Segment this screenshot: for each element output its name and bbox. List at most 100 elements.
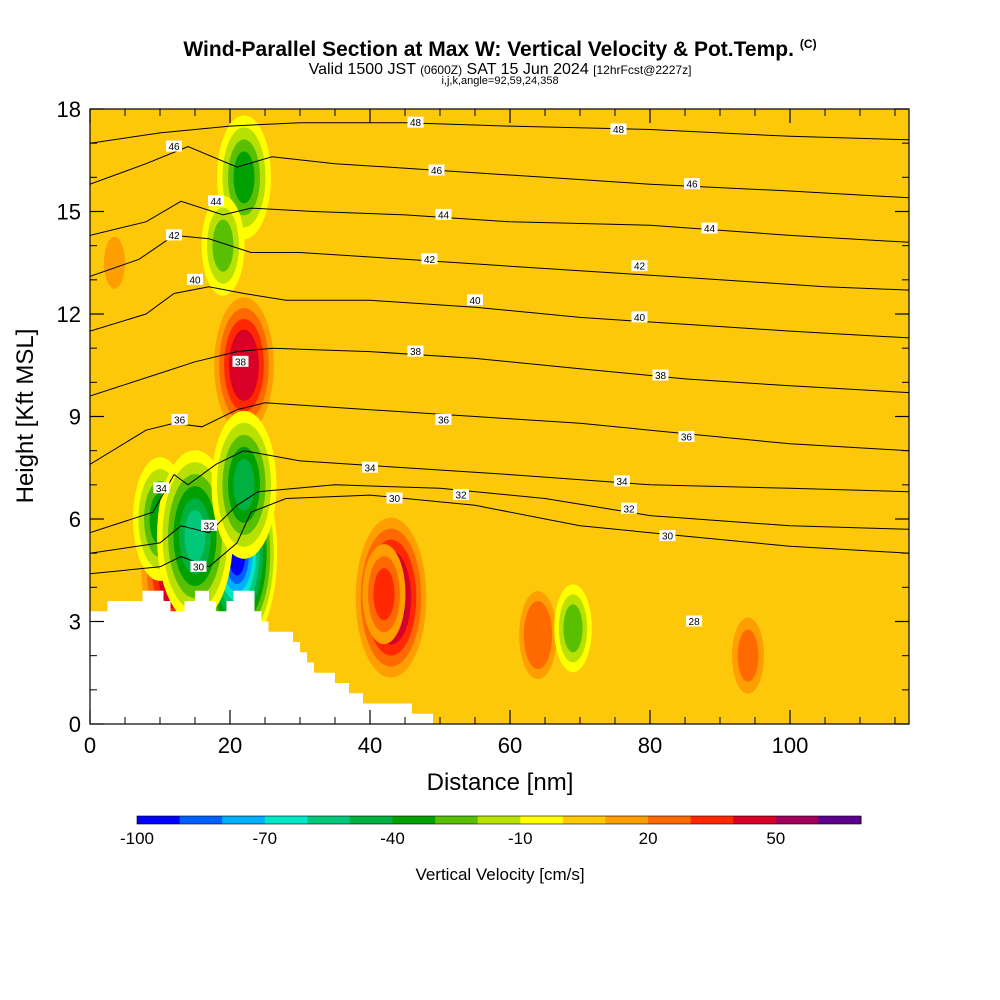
isentrope-label-text: 36 xyxy=(438,415,450,426)
copyright-mark: (C) xyxy=(799,37,817,51)
colorbar-swatch xyxy=(435,816,479,824)
colorbar-tick-label: -100 xyxy=(120,829,154,848)
isentrope-label-text: 34 xyxy=(156,484,168,495)
isentrope-34 xyxy=(90,450,909,534)
isentrope-label: 30 xyxy=(386,492,403,505)
isentrope-label-text: 42 xyxy=(424,255,436,266)
isentrope-label-box xyxy=(453,489,469,501)
isentrope-label-box xyxy=(166,229,182,241)
isentrope-label: 38 xyxy=(232,355,249,368)
colorbar-swatch xyxy=(264,816,308,824)
isentrope-label-box xyxy=(614,475,630,487)
isentrope-label: 34 xyxy=(614,475,630,488)
isentrope-label-text: 30 xyxy=(193,562,205,573)
isentrope-label: 46 xyxy=(166,140,182,153)
downdraft-contour xyxy=(233,151,255,204)
isentrope-label: 32 xyxy=(621,502,637,515)
chart-title: Wind-Parallel Section at Max W: Vertical… xyxy=(183,37,817,61)
y-axis-title: Height [Kft MSL] xyxy=(12,329,39,504)
y-tick-label: 18 xyxy=(57,97,81,122)
isentrope-label-box xyxy=(166,140,182,152)
colorbar-swatch xyxy=(648,816,692,824)
downdraft-contour xyxy=(184,510,206,563)
colorbar-tick-label: 50 xyxy=(766,829,785,848)
isentrope-label: 36 xyxy=(171,413,188,426)
isentrope-label-box xyxy=(701,222,718,234)
isentrope-label: 30 xyxy=(190,560,207,573)
colorbar-tick-label: -10 xyxy=(508,829,533,848)
colorbar-swatch xyxy=(392,816,436,824)
isentrope-label-text: 40 xyxy=(189,275,201,286)
updraft-contour xyxy=(373,568,395,621)
y-tick-label: 15 xyxy=(57,200,81,225)
isentrope-30 xyxy=(90,494,909,575)
isentrope-label-text: 38 xyxy=(655,371,667,382)
colorbar-swatch xyxy=(307,816,351,824)
isentrope-label-box xyxy=(678,431,695,442)
colorbar-swatch xyxy=(690,816,734,824)
isentrope-label: 48 xyxy=(407,116,424,129)
x-tick-label: 60 xyxy=(498,733,522,758)
downdraft-cell xyxy=(554,584,592,673)
updraft-contour xyxy=(528,611,548,660)
isentrope-label-box xyxy=(407,116,424,128)
isentrope-label-box xyxy=(232,355,249,367)
isentrope-40 xyxy=(90,286,909,339)
isentrope-label-text: 44 xyxy=(438,210,450,221)
isentrope-label: 28 xyxy=(686,615,703,628)
isentrope-label: 40 xyxy=(187,273,203,286)
isentrope-label-box xyxy=(435,208,452,220)
grid-indices-line: i,j,k,angle=92,59,24,358 xyxy=(441,75,559,87)
isentrope-label-text: 36 xyxy=(681,433,693,444)
x-axis-title: Distance [nm] xyxy=(427,769,574,796)
x-tick-label: 100 xyxy=(772,733,809,758)
isentrope-label: 46 xyxy=(684,178,700,191)
isentrope-label-box xyxy=(631,260,648,272)
updraft-cell xyxy=(362,544,406,645)
isentrope-label: 44 xyxy=(208,195,224,208)
x-tick-label: 20 xyxy=(218,733,242,758)
isentrope-label-box xyxy=(386,492,403,504)
isentrope-label: 36 xyxy=(435,413,452,426)
downdraft-contour xyxy=(563,604,583,653)
isentrope-label-box xyxy=(190,560,207,572)
y-tick-label: 0 xyxy=(69,712,81,737)
isentrope-label: 44 xyxy=(435,208,452,221)
x-tick-label: 0 xyxy=(84,733,96,758)
isentrope-label-text: 46 xyxy=(168,142,180,153)
isentrope-label-text: 30 xyxy=(389,494,401,505)
isentrope-label: 30 xyxy=(659,530,676,543)
isentrope-label-text: 46 xyxy=(686,180,698,191)
isentrope-label: 48 xyxy=(610,123,627,136)
isentrope-label: 36 xyxy=(678,431,695,444)
isentrope-label-text: 32 xyxy=(203,521,215,532)
isentrope-label-box xyxy=(407,345,424,357)
isentrope-label-box xyxy=(187,273,203,285)
isentrope-label: 40 xyxy=(631,311,648,324)
terrain-mask xyxy=(90,590,433,724)
isentrope-label-text: 44 xyxy=(210,197,222,208)
isentrope-label-text: 42 xyxy=(168,231,180,242)
updraft-cell xyxy=(519,591,557,680)
isentrope-label-box xyxy=(201,519,217,531)
downdraft-cell xyxy=(201,195,245,296)
isentrope-label-text: 40 xyxy=(634,313,646,324)
isentrope-44 xyxy=(90,200,909,243)
isentrope-label-box xyxy=(435,413,452,425)
isentrope-label: 34 xyxy=(362,461,378,474)
colorbar-tick-label: -70 xyxy=(253,829,278,848)
isentrope-36 xyxy=(90,402,909,465)
isentrope-label-box xyxy=(652,369,669,381)
isentrope-label-box xyxy=(631,311,648,323)
isentrope-38 xyxy=(90,347,909,397)
colorbar-swatch xyxy=(605,816,649,824)
isentrope-label: 38 xyxy=(652,369,669,382)
isentrope-label-text: 32 xyxy=(623,504,635,515)
colorbar-swatch xyxy=(562,816,606,824)
isentrope-label-text: 46 xyxy=(431,166,443,177)
isentrope-label-text: 28 xyxy=(689,617,701,628)
isentrope-label-box xyxy=(659,530,676,542)
colorbar-swatch xyxy=(349,816,393,824)
